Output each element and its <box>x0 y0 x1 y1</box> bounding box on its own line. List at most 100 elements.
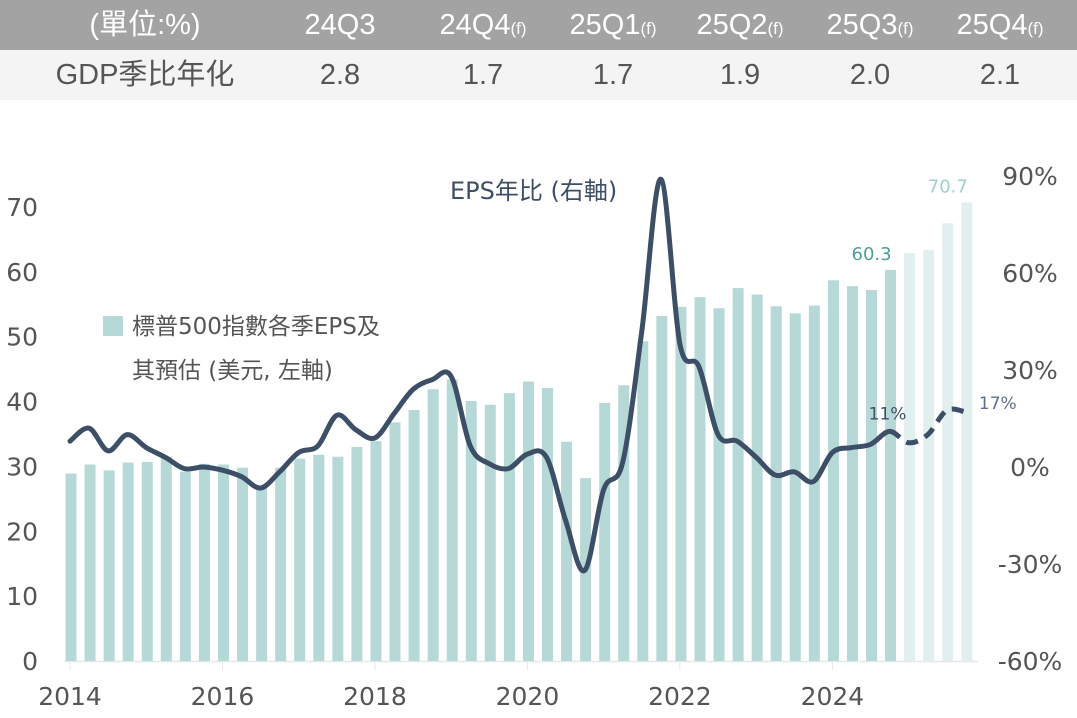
eps-bar <box>408 410 420 661</box>
left-tick-label: 70 <box>6 193 38 222</box>
x-tick-label: 2016 <box>191 682 255 711</box>
right-tick-label: 60% <box>1002 259 1058 288</box>
eps-bar <box>65 473 77 661</box>
table-cell: 2.0 <box>849 59 891 91</box>
eps-bar <box>618 385 630 661</box>
eps-bar <box>732 288 744 661</box>
right-tick-label: 30% <box>1002 356 1058 385</box>
eps-bar <box>332 456 344 661</box>
eps-bar <box>389 422 401 661</box>
eps-bar <box>751 294 763 661</box>
bar-data-label: 70.7 <box>928 176 968 197</box>
eps-forecast-bar <box>942 223 954 661</box>
eps-bar <box>675 306 687 661</box>
x-tick-label: 2024 <box>801 682 865 711</box>
eps-bar <box>522 381 534 661</box>
eps-bar <box>827 280 839 661</box>
eps-bar <box>370 441 382 661</box>
eps-forecast-bar <box>923 249 935 661</box>
eps-bar <box>313 454 325 661</box>
x-tick-label: 2020 <box>496 682 560 711</box>
table-cell: 2.1 <box>979 59 1021 91</box>
eps-bar <box>217 464 229 661</box>
table-cell: 1.7 <box>592 59 634 91</box>
eps-bar <box>294 458 306 661</box>
eps-bar <box>160 456 172 661</box>
eps-bar <box>351 446 363 661</box>
eps-bar <box>237 467 249 661</box>
right-tick-label: 0% <box>1010 453 1050 482</box>
eps-bar <box>103 470 115 661</box>
eps-bar <box>179 471 191 661</box>
left-tick-label: 30 <box>6 452 38 481</box>
eps-bar <box>599 402 611 661</box>
eps-bar <box>542 387 553 661</box>
eps-bar <box>122 462 134 661</box>
eps-bar <box>427 389 439 661</box>
eps-bar <box>789 313 801 661</box>
eps-forecast-bar <box>904 253 916 661</box>
legend-swatch-bar <box>103 316 123 336</box>
bar-data-label: 60.3 <box>852 244 892 265</box>
line-data-label: 11% <box>869 404 907 424</box>
eps-bar <box>846 286 858 661</box>
x-tick-label: 2018 <box>343 682 407 711</box>
header-text: 25Q4 <box>956 9 1028 41</box>
eps-forecast-bar <box>961 202 973 661</box>
eps-bar <box>446 379 458 661</box>
gdp-table-row: GDP季比年化 2.8 1.7 1.7 1.9 2.0 2.1 <box>0 50 1077 100</box>
left-tick-label: 20 <box>6 517 38 546</box>
header-text: 24Q4 <box>439 9 511 41</box>
left-tick-label: 10 <box>6 582 38 611</box>
left-tick-label: 0 <box>22 647 38 676</box>
table-header-cell: 24Q3 <box>305 0 376 50</box>
header-text: 25Q3 <box>826 9 898 41</box>
header-text: 25Q2 <box>696 9 768 41</box>
table-header-cell: 24Q4(f) <box>440 0 527 50</box>
legend-label-line: EPS年比 (右軸) <box>450 177 617 205</box>
table-header-cell: 25Q4(f) <box>957 0 1044 50</box>
eps-bar <box>465 400 477 661</box>
table-header-cell: 25Q3(f) <box>827 0 914 50</box>
table-header-cell: (單位:%) <box>89 0 200 50</box>
eps-bar <box>484 404 496 661</box>
table-header-cell: 25Q2(f) <box>697 0 784 50</box>
eps-bar <box>275 467 287 661</box>
left-tick-label: 40 <box>6 388 38 417</box>
eps-bar <box>713 308 725 661</box>
right-tick-label: -60% <box>998 647 1063 676</box>
forecast-suffix: (f) <box>510 19 527 38</box>
eps-bar <box>656 315 668 661</box>
header-text: (單位:%) <box>89 9 201 41</box>
eps-bar <box>503 393 515 661</box>
left-tick-label: 60 <box>6 258 38 287</box>
eps-yoy-forecast-line <box>889 406 967 446</box>
table-header-cell: 25Q1(f) <box>570 0 657 50</box>
eps-bar <box>770 306 782 661</box>
eps-bar <box>256 485 268 661</box>
line-data-label: 17% <box>979 394 1017 414</box>
eps-bar <box>141 461 153 661</box>
right-tick-label: -30% <box>998 550 1063 579</box>
eps-bar <box>84 464 96 661</box>
left-tick-label: 50 <box>6 323 38 352</box>
forecast-suffix: (f) <box>1027 19 1044 38</box>
gdp-table: (單位:%) 24Q3 24Q4(f) 25Q1(f) 25Q2(f) 25Q3(f) 25… <box>0 0 1077 100</box>
header-text: 24Q3 <box>304 9 376 41</box>
eps-yoy-line <box>67 176 893 574</box>
header-text: 25Q1 <box>569 9 641 41</box>
eps-bar <box>866 290 878 661</box>
forecast-suffix: (f) <box>640 19 657 38</box>
eps-bar <box>694 297 706 661</box>
x-tick-label: 2022 <box>648 682 712 711</box>
eps-bar <box>198 463 210 661</box>
legend-label-bar: 標普500指數各季EPS及 <box>132 314 380 340</box>
table-cell: 2.8 <box>319 59 361 91</box>
legend-label-bar-line2: 其預估 (美元, 左軸) <box>132 358 333 384</box>
table-cell: 1.9 <box>719 59 761 91</box>
forecast-suffix: (f) <box>767 19 784 38</box>
eps-bar <box>637 341 649 661</box>
row-label: GDP季比年化 <box>55 59 235 91</box>
eps-bar <box>885 269 897 661</box>
